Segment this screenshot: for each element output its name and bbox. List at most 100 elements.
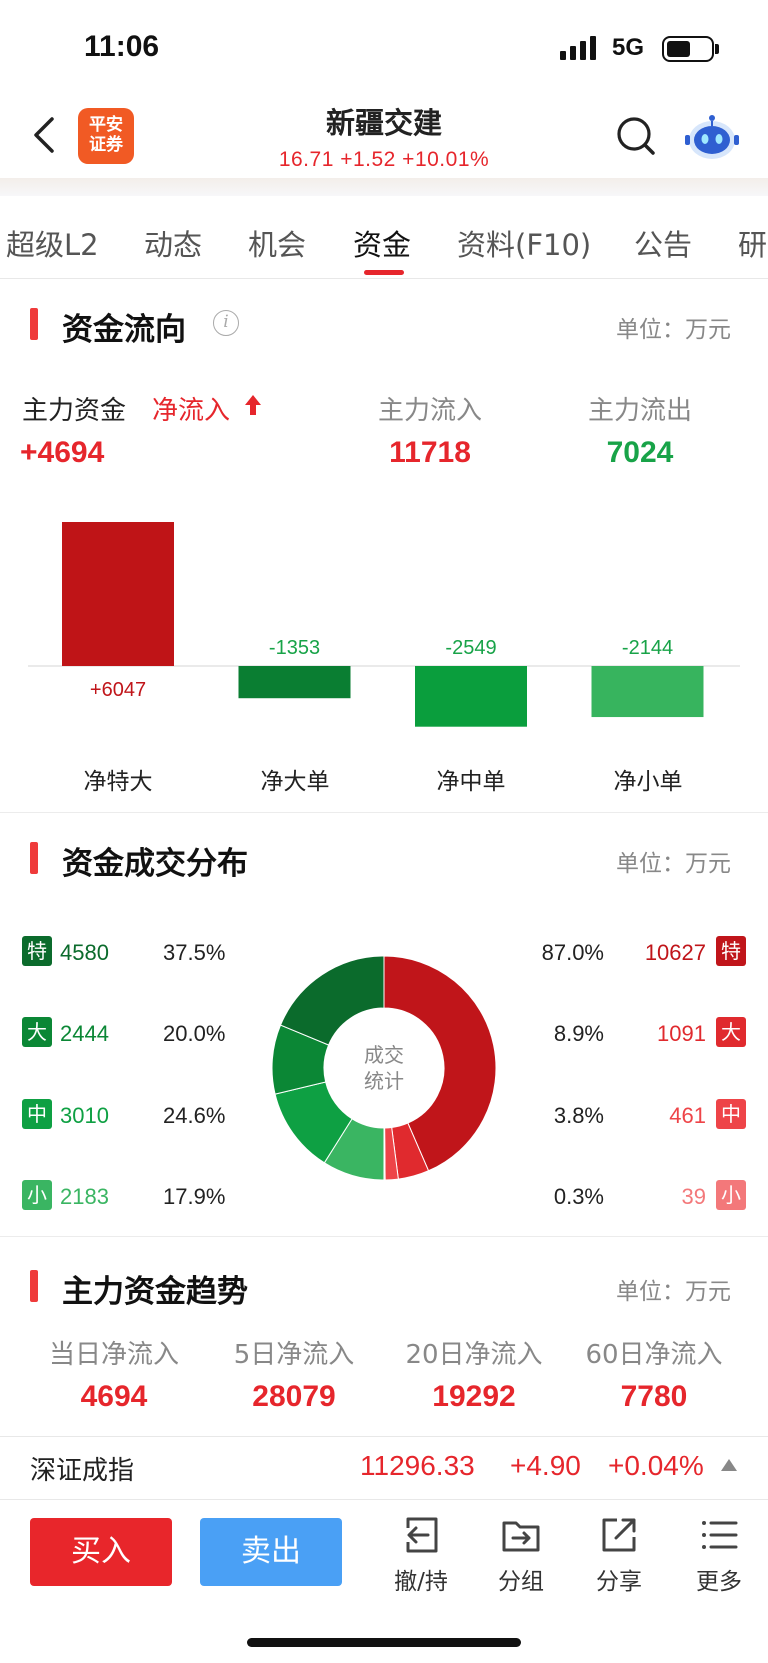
logo-line2: 证券 bbox=[89, 135, 123, 155]
flow-bar bbox=[591, 666, 704, 718]
tab-bar: 超级L2 动态 机会 资金 资料(F10) 公告 研 bbox=[0, 222, 768, 274]
broker-logo[interactable]: 平安 证券 bbox=[78, 108, 134, 164]
trend-label-day: 当日净流入 bbox=[48, 1340, 179, 1370]
flow-bar bbox=[238, 666, 351, 699]
robot-assistant-button[interactable] bbox=[684, 110, 740, 162]
inflow-value: 39 bbox=[681, 1184, 706, 1209]
active-tab-indicator bbox=[364, 270, 404, 275]
flow-bar-value-label: +6047 bbox=[90, 679, 146, 701]
outflow-pct: 24.6% bbox=[163, 1103, 226, 1128]
section-marker bbox=[30, 842, 38, 874]
info-icon[interactable]: i bbox=[213, 310, 239, 336]
tab-dynamics[interactable]: 动态 bbox=[144, 228, 203, 262]
group-button[interactable]: 分组 bbox=[476, 1512, 566, 1596]
flow-bar-value-label: -2549 bbox=[445, 637, 496, 659]
header-separator bbox=[0, 178, 768, 196]
trend-label-5d: 5日净流入 bbox=[233, 1340, 355, 1370]
tab-super-l2[interactable]: 超级L2 bbox=[6, 228, 99, 262]
inflow-value: 461 bbox=[669, 1103, 706, 1128]
trend-value-5d: 28079 bbox=[252, 1380, 336, 1413]
fund-flow-title: 资金流向 bbox=[62, 312, 186, 348]
donut-segment bbox=[279, 956, 385, 1046]
inflow-badge: 大 bbox=[716, 1017, 746, 1047]
inflow-value: 1091 bbox=[657, 1021, 706, 1046]
tab-f10[interactable]: 资料(F10) bbox=[457, 228, 592, 262]
battery-icon bbox=[662, 36, 714, 62]
index-value: 11296.33 bbox=[360, 1450, 475, 1481]
donut-segment bbox=[383, 956, 496, 1172]
status-time: 11:06 bbox=[84, 30, 160, 63]
inflow-badge: 特 bbox=[716, 936, 746, 966]
trend-value-day: 4694 bbox=[80, 1380, 148, 1413]
fund-flow-unit: 单位：万元 bbox=[616, 317, 731, 343]
flow-bar bbox=[62, 522, 174, 666]
section-divider bbox=[0, 1236, 768, 1237]
tab-research[interactable]: 研 bbox=[738, 228, 768, 262]
main-outflow-label: 主力流出 bbox=[587, 396, 692, 426]
distribution-unit: 单位：万元 bbox=[616, 851, 731, 877]
net-flow-bar-chart: +6047 -1353 -2549 -2144 bbox=[28, 522, 740, 727]
trend-label-60d: 60日净流入 bbox=[585, 1340, 723, 1370]
flow-bar-value-label: -2144 bbox=[622, 637, 673, 659]
index-change-pct: +0.04% bbox=[608, 1450, 704, 1481]
search-button[interactable] bbox=[612, 112, 660, 160]
main-inflow-value: 11718 bbox=[389, 436, 471, 469]
donut-center-line2: 统计 bbox=[364, 1069, 404, 1093]
trend-title: 主力资金趋势 bbox=[62, 1274, 248, 1310]
tab-funds[interactable]: 资金 bbox=[353, 228, 412, 262]
outflow-badge: 中 bbox=[22, 1099, 52, 1129]
outflow-value: 3010 bbox=[60, 1103, 109, 1128]
outflow-value: 2444 bbox=[60, 1021, 109, 1046]
more-button[interactable]: 更多 bbox=[674, 1512, 764, 1596]
category-label: 净中单 bbox=[436, 769, 506, 795]
main-outflow-value: 7024 bbox=[606, 436, 674, 469]
category-label: 净特大 bbox=[83, 769, 153, 795]
distribution-donut-chart bbox=[272, 956, 496, 1180]
tab-opportunity[interactable]: 机会 bbox=[248, 228, 307, 262]
category-label: 净大单 bbox=[260, 769, 330, 795]
network-type: 5G bbox=[612, 34, 645, 61]
net-inflow-value: +4694 bbox=[20, 436, 105, 469]
share-icon bbox=[602, 1518, 636, 1552]
donut-center-label: 成交 统计 bbox=[334, 1042, 434, 1094]
stock-name: 新疆交建 bbox=[325, 106, 442, 140]
inflow-badge: 中 bbox=[716, 1099, 746, 1129]
stock-quote: 16.71 +1.52 +10.01% bbox=[278, 148, 490, 171]
outflow-pct: 20.0% bbox=[163, 1021, 226, 1046]
chevron-left-icon bbox=[34, 117, 54, 153]
donut-center-line1: 成交 bbox=[364, 1043, 404, 1067]
cancel-hold-icon bbox=[406, 1517, 438, 1553]
trend-unit: 单位：万元 bbox=[616, 1279, 731, 1305]
battery-tip bbox=[715, 44, 719, 54]
tool-label: 撤/持 bbox=[394, 1569, 448, 1595]
tool-label: 分组 bbox=[498, 1569, 544, 1595]
inflow-pct: 8.9% bbox=[553, 1021, 604, 1046]
more-icon bbox=[702, 1521, 738, 1549]
index-change: +4.90 bbox=[510, 1450, 581, 1481]
flow-bar bbox=[415, 666, 527, 727]
tab-announcements[interactable]: 公告 bbox=[634, 228, 693, 262]
cancel-hold-button[interactable]: 撤/持 bbox=[376, 1512, 466, 1596]
search-icon bbox=[617, 117, 655, 155]
tabs-divider bbox=[0, 278, 768, 279]
sell-button[interactable]: 卖出 bbox=[200, 1518, 342, 1586]
buy-button[interactable]: 买入 bbox=[30, 1518, 172, 1586]
outflow-badge: 大 bbox=[22, 1017, 52, 1047]
section-divider bbox=[0, 812, 768, 813]
index-ticker-bar[interactable] bbox=[0, 1436, 768, 1500]
outflow-pct: 37.5% bbox=[163, 940, 226, 965]
arrow-up-icon bbox=[245, 395, 261, 415]
expand-up-icon[interactable] bbox=[720, 1458, 738, 1472]
section-marker bbox=[30, 1270, 38, 1302]
logo-line1: 平安 bbox=[89, 115, 123, 135]
outflow-value: 4580 bbox=[60, 940, 109, 965]
share-button[interactable]: 分享 bbox=[574, 1512, 664, 1596]
inflow-value: 10627 bbox=[644, 940, 706, 965]
distribution-title: 资金成交分布 bbox=[62, 846, 248, 882]
main-inflow-label: 主力流入 bbox=[377, 396, 482, 426]
outflow-value: 2183 bbox=[60, 1184, 109, 1209]
net-inflow-label: 净流入 bbox=[152, 396, 231, 426]
back-button[interactable] bbox=[24, 112, 64, 158]
inflow-badge: 小 bbox=[716, 1180, 746, 1210]
home-indicator[interactable] bbox=[247, 1638, 521, 1647]
